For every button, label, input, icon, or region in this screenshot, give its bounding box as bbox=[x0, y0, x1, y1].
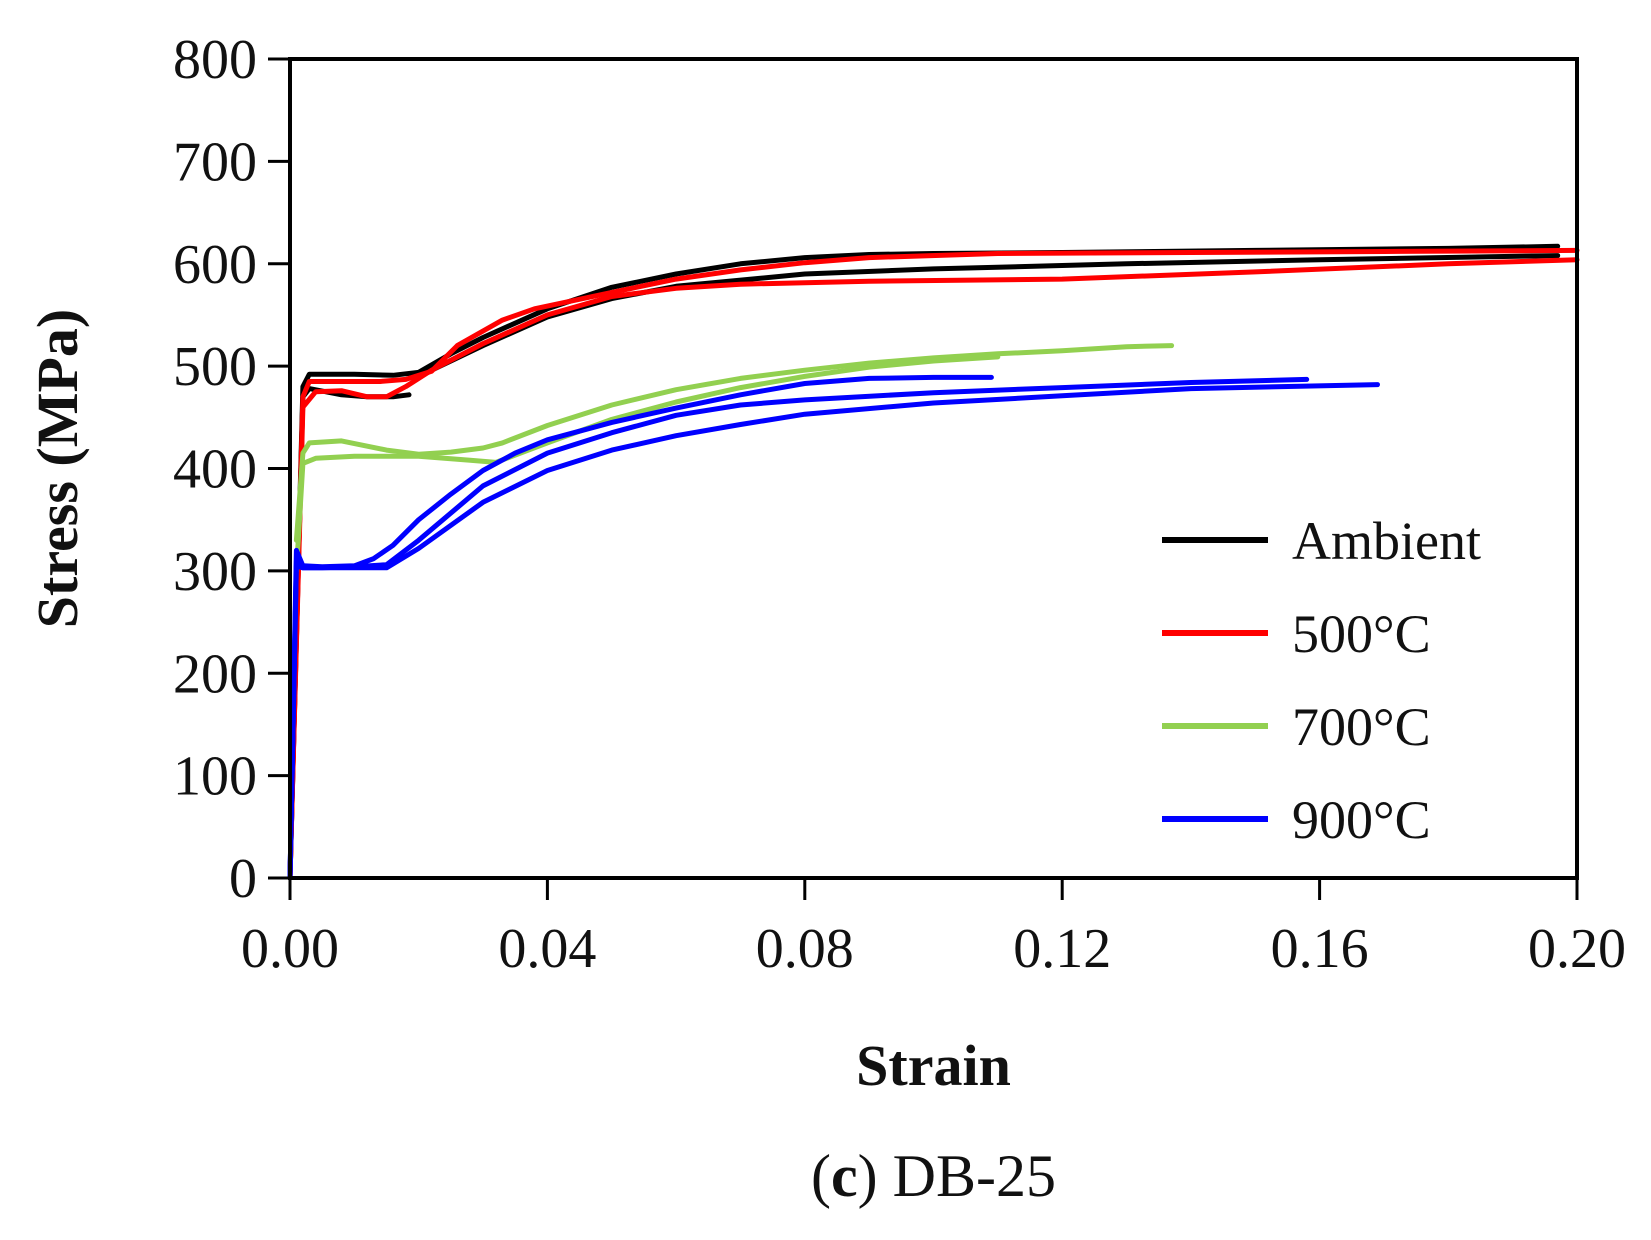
x-tick-label: 0.20 bbox=[1528, 918, 1626, 980]
y-tick-label: 200 bbox=[173, 643, 257, 705]
y-tick-label: 0 bbox=[229, 848, 257, 910]
y-tick-label: 300 bbox=[173, 541, 257, 603]
caption-letter: c bbox=[831, 1143, 858, 1209]
y-tick-label: 500 bbox=[173, 336, 257, 398]
legend-label: 700°C bbox=[1292, 697, 1431, 757]
legend-label: Ambient bbox=[1292, 511, 1481, 571]
y-tick-label: 700 bbox=[173, 131, 257, 193]
y-tick-label: 100 bbox=[173, 746, 257, 808]
series-layer bbox=[287, 243, 1580, 881]
x-tick-label: 0.12 bbox=[1013, 918, 1111, 980]
x-tick-label: 0.04 bbox=[498, 918, 596, 980]
caption-open: ( bbox=[811, 1143, 831, 1209]
series-line-700c-5 bbox=[293, 343, 1175, 543]
series-line-500c-3 bbox=[287, 247, 1580, 881]
y-tick-label: 600 bbox=[173, 234, 257, 296]
series-line-700c-6 bbox=[293, 354, 1001, 574]
legend: Ambient 500°C 700°C 900°C bbox=[1162, 511, 1481, 850]
x-tick-label: 0.08 bbox=[756, 918, 854, 980]
x-tick-label: 0.00 bbox=[241, 918, 339, 980]
x-axis-title: Strain bbox=[856, 1033, 1011, 1098]
figure-caption: (c) DB-25 bbox=[811, 1143, 1056, 1209]
caption-text: DB-25 bbox=[878, 1143, 1056, 1209]
series-line-900c-9 bbox=[287, 382, 1380, 881]
x-tick-label: 0.16 bbox=[1271, 918, 1369, 980]
series-line-500c-4 bbox=[287, 257, 1580, 881]
y-tick-label: 400 bbox=[173, 439, 257, 501]
legend-label: 500°C bbox=[1292, 604, 1431, 664]
ticks-layer: 0 100 200 300 400 500 600 700 800 0.00 0.04 0.08 0.1… bbox=[173, 29, 1626, 980]
y-tick-label: 800 bbox=[173, 29, 257, 91]
y-axis-title: Stress (MPa) bbox=[25, 309, 90, 628]
legend-label: 900°C bbox=[1292, 790, 1431, 850]
caption-close: ) bbox=[858, 1143, 878, 1209]
